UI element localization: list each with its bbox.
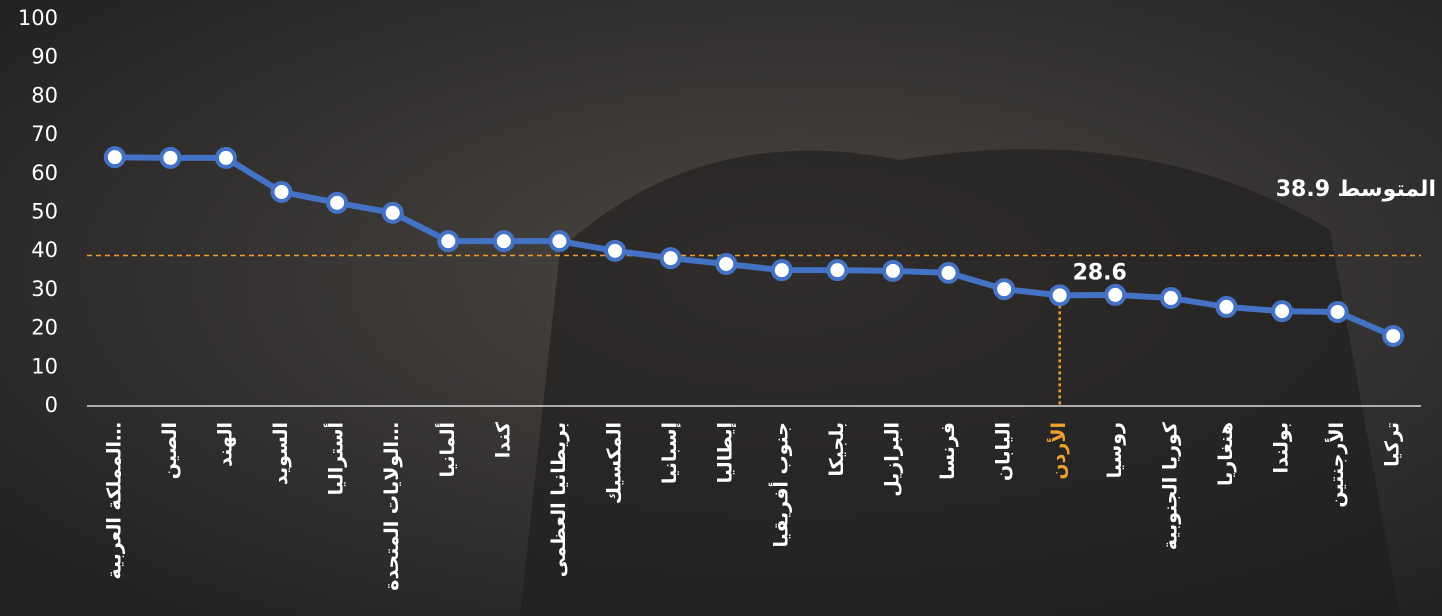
x-tick-label: الأرجنتين [1325, 422, 1348, 508]
x-tick-label: المملكة العربية… [103, 422, 125, 580]
y-tick-label: 90 [31, 45, 58, 69]
x-tick-label: فرنسا [937, 422, 959, 480]
point [770, 259, 793, 282]
point [1271, 300, 1294, 323]
point [604, 239, 627, 262]
x-tick-label: روسيا [1104, 422, 1126, 478]
point [1159, 287, 1182, 310]
y-tick-label: 100 [18, 6, 58, 30]
y-tick-label: 60 [31, 161, 58, 185]
y-tick-label: 50 [31, 200, 58, 224]
point [1326, 300, 1349, 323]
x-tick-label: كندا [492, 421, 514, 458]
x-tick-label: الولايات المتحدة… [381, 422, 403, 591]
x-tick-label: بريطانيا العظمى [548, 422, 570, 577]
y-tick-label: 10 [31, 354, 58, 378]
x-tick-label: بولندا [1271, 422, 1293, 473]
x-tick-label: كوريا الجنوبية [1159, 421, 1181, 550]
background-shape [520, 149, 1400, 616]
x-tick-label: ألمانيا [435, 422, 459, 478]
x-tick-label: هنغاريا [1215, 422, 1237, 486]
x-tick-label: أستراليا [324, 422, 348, 495]
point [1382, 324, 1405, 347]
point [103, 146, 126, 169]
average-label: المتوسط [1337, 177, 1436, 202]
x-tick-label: إيطاليا [715, 422, 737, 483]
y-tick-label: 20 [31, 316, 58, 340]
x-tick-label: بلجيكا [826, 422, 848, 477]
y-tick-label: 40 [31, 238, 58, 262]
x-tick-label: اليابان [993, 422, 1015, 481]
point [1104, 283, 1127, 306]
y-tick-label: 30 [31, 277, 58, 301]
y-tick-label: 70 [31, 122, 58, 146]
point [659, 247, 682, 270]
point [381, 201, 404, 224]
x-tick-label: الهند [214, 422, 236, 467]
x-tick-label: السويد [270, 422, 292, 485]
point [548, 230, 571, 253]
point [1048, 284, 1071, 307]
point [214, 146, 237, 169]
x-tick-label: تركيا [1382, 422, 1404, 467]
point [270, 180, 293, 203]
point [326, 191, 349, 214]
x-tick-label: جنوب أفريقيا [768, 422, 792, 548]
x-tick-label: المكسيك [604, 422, 626, 504]
point [826, 259, 849, 282]
y-tick-label: 0 [45, 393, 58, 417]
x-tick-label: الأردن [1047, 422, 1070, 480]
x-tick-label: الصين [159, 422, 181, 479]
point [492, 230, 515, 253]
y-tick-label: 80 [31, 83, 58, 107]
x-tick-label: إسبانيا [659, 422, 681, 484]
data-label: 28.6 [1073, 260, 1127, 285]
point [715, 252, 738, 275]
point [993, 278, 1016, 301]
point [937, 261, 960, 284]
point [881, 259, 904, 282]
point [159, 146, 182, 169]
x-tick-label: البرازيل [881, 422, 903, 497]
average-value: 38.9 [1276, 177, 1330, 202]
point [437, 230, 460, 253]
point [1215, 295, 1238, 318]
